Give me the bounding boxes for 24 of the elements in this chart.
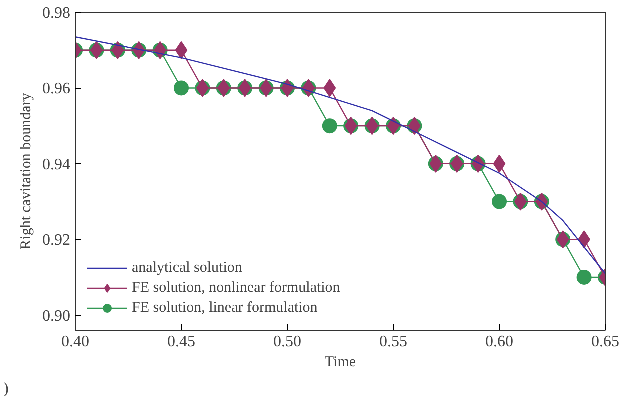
point — [174, 80, 189, 96]
x-tick-label: 0.60 — [486, 334, 514, 350]
legend-label: FE solution, linear formulation — [132, 300, 318, 316]
y-tick-label: 0.96 — [42, 80, 70, 98]
point — [324, 79, 336, 98]
y-axis-title: Right cavitation boundary — [18, 92, 34, 250]
legend-label: FE solution, nonlinear formulation — [132, 280, 340, 296]
y-tick-label: 0.90 — [42, 308, 70, 325]
y-tick-label: 0.98 — [42, 5, 70, 22]
x-tick-label: 0.50 — [274, 334, 302, 350]
point — [493, 154, 506, 173]
y-tick-label: 0.94 — [42, 156, 70, 174]
x-axis-title: Time — [324, 354, 356, 370]
x-tick-label: 0.40 — [62, 334, 90, 350]
x-tick-label: 0.55 — [380, 334, 408, 350]
point — [175, 41, 188, 60]
x-tick-label: 0.45 — [168, 334, 196, 350]
x-tick-label: 0.65 — [592, 334, 620, 350]
legend-label: analytical solution — [132, 260, 242, 276]
point — [322, 118, 338, 134]
y-tick-label: 0.92 — [42, 232, 70, 250]
point — [576, 270, 592, 285]
point — [492, 194, 507, 210]
text: ) — [4, 380, 9, 398]
